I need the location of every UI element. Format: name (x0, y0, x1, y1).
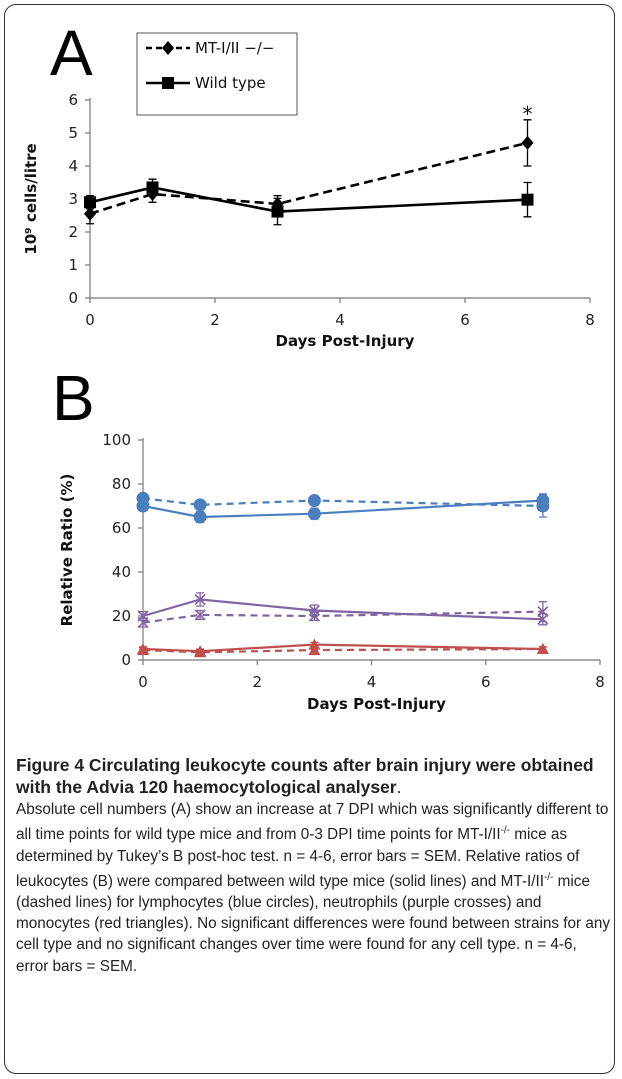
panel-b-x-tick-label: 4 (367, 673, 377, 691)
panel-b-series-1-point (136, 491, 150, 505)
legend-marker-1 (162, 77, 174, 89)
panel-a-series-1-point (271, 205, 284, 218)
panel-a-x-tick-label: 8 (585, 311, 595, 329)
panel-b-y-axis-title: Relative Ratio (%) (58, 474, 76, 627)
panel-b-series-3-line (142, 610, 543, 624)
panel-b-series-1-point (307, 494, 321, 507)
panel-a-x-tick-label: 4 (335, 311, 345, 329)
panel-a-x-tick-label: 6 (460, 311, 470, 329)
panel-a-y-tick-label: 6 (68, 91, 78, 109)
panel-a-series-1-line (89, 186, 528, 213)
caption-body-part-3: mice (dashed lines) for lymphocytes (blu… (16, 872, 611, 975)
panel-b-series-1-point (193, 498, 207, 512)
panel-b-y-tick-label: 80 (112, 475, 131, 493)
panel-b-x-tick-label: 2 (252, 673, 262, 691)
caption-body: Absolute cell numbers (A) show an increa… (16, 799, 612, 977)
panel-b-series-3-point (194, 609, 206, 621)
panel-b-y-tick-label: 0 (121, 651, 131, 669)
panel-a-y-tick-label: 1 (68, 256, 78, 274)
panel-b-series-0-point (193, 510, 207, 524)
panel-b-series-1-point (536, 499, 550, 513)
panel-b-series-5-line (142, 647, 543, 654)
figure-frame (4, 4, 615, 1074)
panel-b-label: B (52, 362, 95, 434)
panel-a-x-tick-label: 0 (85, 311, 95, 329)
panel-b-series-3-point (137, 617, 149, 629)
panel-b-series-2-point (308, 604, 320, 617)
panel-a-x-axis-title: Days Post-Injury (276, 332, 415, 350)
panel-b-y-tick-label: 40 (112, 563, 131, 581)
caption-body-part-2: mice as determined by Tukey’s B post-hoc… (16, 826, 580, 890)
panel-b-series-1-line (142, 497, 543, 508)
panel-b-series-2-point (194, 593, 206, 606)
panel-b-series-3-point (537, 606, 549, 618)
figure-caption: Figure 4 Circulating leukocyte counts af… (16, 755, 612, 977)
caption-body-part-1: Absolute cell numbers (A) show an increa… (16, 801, 609, 844)
panel-a-significance-mark: * (523, 102, 533, 126)
panel-a-series-0-point (521, 135, 534, 150)
panel-a-series-1-point (521, 193, 534, 206)
panel-a-x-tick-label: 2 (210, 311, 220, 329)
legend-label-1: Wild type (195, 74, 266, 92)
caption-title-text: Figure 4 Circulating leukocyte counts af… (16, 755, 594, 797)
panel-b-x-tick-label: 0 (138, 673, 148, 691)
panel-a-series-1-point (146, 181, 159, 194)
panel-a-y-tick-label: 5 (68, 124, 78, 142)
caption-title: Figure 4 Circulating leukocyte counts af… (16, 755, 612, 799)
panel-b-series-5-point (137, 644, 149, 656)
panel-b-y-tick-label: 60 (112, 519, 131, 537)
panel-b-x-tick-label: 6 (481, 673, 491, 691)
panel-b-series-5-point (536, 643, 549, 654)
panel-b-x-tick-label: 8 (595, 673, 605, 691)
caption-superscript-2: -/- (543, 871, 554, 883)
panel-a-label: A (50, 17, 93, 89)
caption-superscript-1: -/- (500, 825, 511, 837)
legend-marker-0 (162, 41, 174, 55)
caption-title-period: . (396, 777, 402, 797)
panel-b-series-0-line (142, 499, 543, 519)
panel-a-y-tick-label: 0 (68, 289, 78, 307)
panel-a-series-0-point (84, 206, 96, 221)
panel-a-series-1-point (84, 196, 96, 209)
panel-a-y-tick-label: 3 (68, 190, 78, 208)
panel-b-series-3-point (308, 610, 320, 622)
panel-b-x-axis-title: Days Post-Injury (307, 695, 446, 713)
panel-b-y-tick-label: 100 (102, 431, 131, 449)
panel-b-y-tick-label: 20 (112, 607, 131, 625)
panel-a-y-tick-label: 2 (68, 223, 78, 241)
panel-b-series-2-line (142, 598, 543, 621)
panel-b-series-5-point (194, 646, 207, 658)
legend-label-0: MT-I/II −/− (195, 39, 274, 57)
panel-a-y-tick-label: 4 (68, 157, 78, 175)
panel-b-series-5-point (308, 644, 321, 656)
panel-b-series-0-point (307, 507, 321, 521)
panel-a-y-axis-title: 10⁹ cells/litre (22, 143, 40, 254)
